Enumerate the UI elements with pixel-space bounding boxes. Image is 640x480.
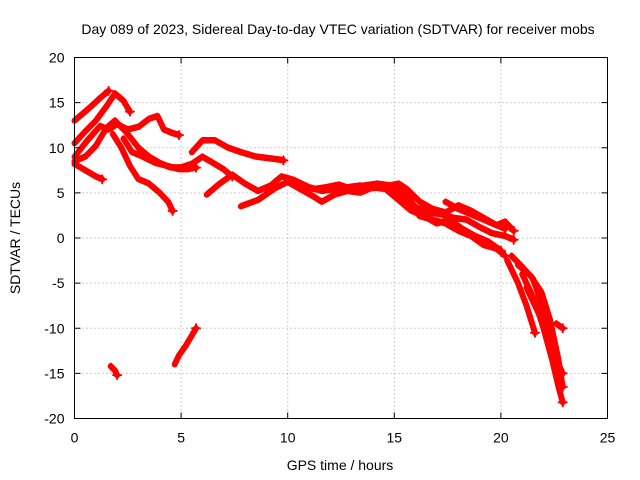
plus-marker (97, 174, 108, 185)
series-track-9-markers (205, 171, 516, 240)
plus-marker (278, 155, 289, 166)
x-tick-labels: 0 5 10 15 20 25 (71, 430, 616, 446)
plus-marker (530, 327, 541, 338)
plus-marker (173, 130, 184, 141)
series-track-5-markers (73, 160, 104, 179)
series-track-5 (71, 161, 106, 183)
series-track-14-markers (505, 257, 537, 333)
series-track-18-markers (525, 284, 560, 373)
plus-marker (112, 370, 123, 381)
y-axis-label: SDTVAR / TECUs (7, 182, 23, 294)
y-tick-labels: -20 -15 -10 -5 0 5 10 15 20 (44, 50, 64, 427)
x-tick-label: 15 (387, 430, 403, 446)
series-track-11-markers (286, 175, 507, 229)
y-tick-label: 0 (57, 230, 65, 246)
series-track-10 (237, 179, 504, 254)
series-track-8 (188, 137, 287, 164)
x-tick-label: 10 (280, 430, 296, 446)
series-track-1-markers (73, 87, 111, 121)
x-tick-label: 20 (493, 430, 509, 446)
grid-lines (74, 57, 608, 419)
y-tick-label: -15 (44, 365, 64, 381)
series-track-13-markers (444, 198, 516, 231)
y-tick-label: 20 (49, 50, 65, 66)
series-track-21-markers (173, 324, 198, 364)
plus-marker (557, 397, 568, 408)
y-tick-label: 10 (49, 140, 65, 156)
plus-marker (191, 323, 202, 334)
series-track-7-markers (122, 135, 198, 169)
x-tick-label: 25 (600, 430, 616, 446)
x-axis-label: GPS time / hours (287, 457, 394, 473)
series-track-19-markers (554, 320, 565, 328)
y-tick-label: -10 (44, 320, 64, 336)
plus-marker (500, 223, 511, 234)
x-tick-label: 5 (177, 430, 185, 446)
x-tick-label: 0 (71, 430, 79, 446)
plus-marker (508, 225, 519, 236)
series-track-2-markers (73, 90, 132, 143)
data-series (71, 85, 568, 408)
series-track-8-markers (190, 137, 285, 160)
series-track-6-markers (111, 130, 175, 211)
plus-marker (557, 323, 568, 334)
series-track-3-markers (73, 112, 181, 157)
series-track-16-markers (516, 261, 565, 387)
y-tick-label: 5 (57, 185, 65, 201)
y-tick-label: -20 (44, 411, 64, 427)
plus-marker (124, 106, 135, 117)
y-tick-label: -5 (52, 275, 65, 291)
chart-title: Day 089 of 2023, Sidereal Day-to-day VTE… (81, 21, 594, 37)
plus-marker (103, 85, 114, 96)
series-track-4-markers (73, 117, 234, 177)
y-tick-label: 15 (49, 95, 65, 111)
plus-marker (167, 205, 178, 216)
axis-ticks (74, 57, 608, 419)
plot-frame (74, 57, 608, 419)
plus-marker (553, 368, 564, 379)
series-track-7 (120, 135, 199, 173)
plus-marker (508, 234, 519, 245)
series-track-12-markers (392, 187, 507, 256)
plus-marker (191, 162, 202, 173)
